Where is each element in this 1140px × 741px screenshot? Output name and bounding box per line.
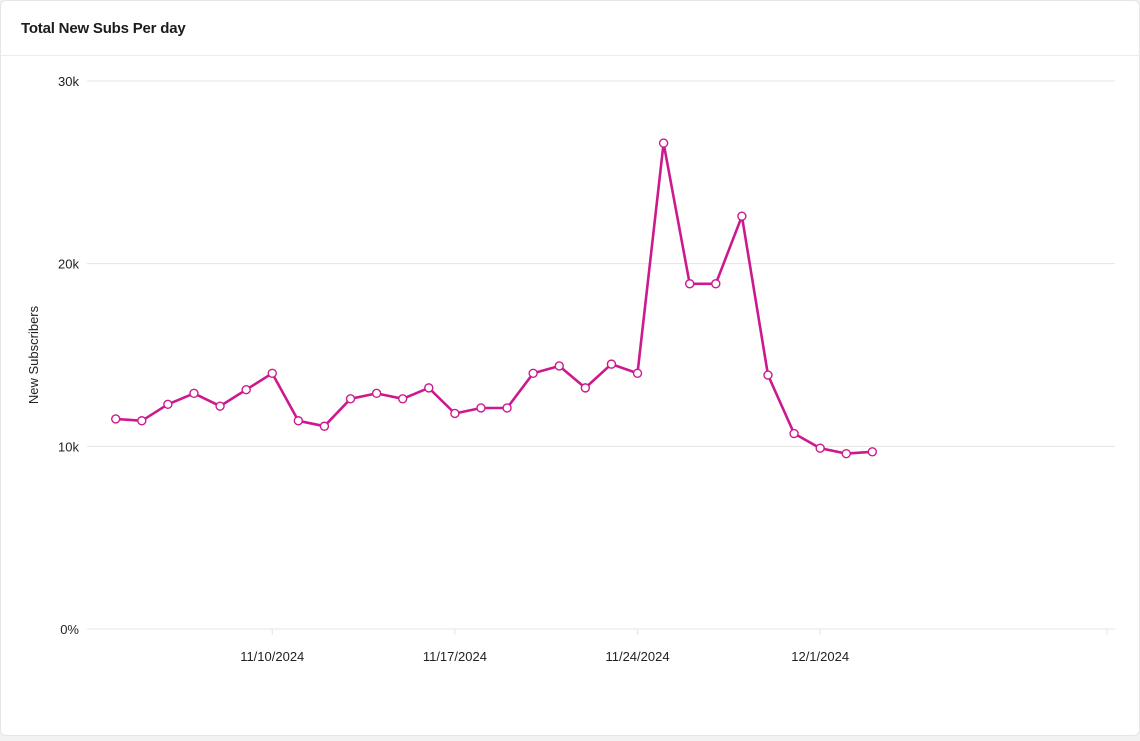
- data-point: [189, 388, 199, 399]
- y-tick-label: 10k: [58, 439, 79, 454]
- data-point: [658, 138, 669, 148]
- data-point: [711, 279, 721, 289]
- data-point: [685, 279, 695, 289]
- data-point: [606, 359, 617, 369]
- y-tick-label: 30k: [58, 74, 79, 89]
- data-point: [737, 211, 747, 221]
- data-point: [867, 447, 878, 457]
- y-tick-label: 20k: [58, 257, 79, 272]
- y-axis-title: New Subscribers: [26, 305, 41, 404]
- x-tick-label: 12/1/2024: [791, 649, 849, 664]
- data-point: [450, 408, 460, 419]
- card-title: Total New Subs Per day: [21, 19, 186, 37]
- data-point: [502, 403, 512, 413]
- data-point: [111, 414, 121, 424]
- data-point: [371, 388, 382, 399]
- x-tick-label: 11/10/2024: [240, 649, 304, 664]
- card-header: Total New Subs Per day: [1, 1, 1139, 56]
- data-point: [241, 385, 251, 395]
- data-point: [789, 428, 799, 439]
- data-point: [580, 383, 591, 393]
- data-point: [398, 394, 408, 404]
- data-point: [554, 361, 564, 371]
- data-point: [267, 368, 277, 378]
- data-point: [293, 416, 304, 426]
- data-point: [763, 370, 773, 380]
- series-line: [114, 141, 874, 455]
- data-point: [424, 383, 434, 393]
- data-point: [632, 368, 643, 378]
- data-point: [163, 399, 173, 410]
- data-point: [476, 403, 486, 413]
- data-point: [528, 368, 538, 378]
- data-point: [137, 416, 147, 426]
- x-tick-label: 11/17/2024: [423, 649, 487, 664]
- data-point: [841, 448, 851, 459]
- data-point: [319, 421, 330, 431]
- x-tick-label: 11/24/2024: [605, 649, 669, 664]
- y-tick-label: 0%: [60, 622, 79, 637]
- data-point: [815, 443, 825, 453]
- data-point: [345, 394, 356, 404]
- data-point: [215, 401, 225, 411]
